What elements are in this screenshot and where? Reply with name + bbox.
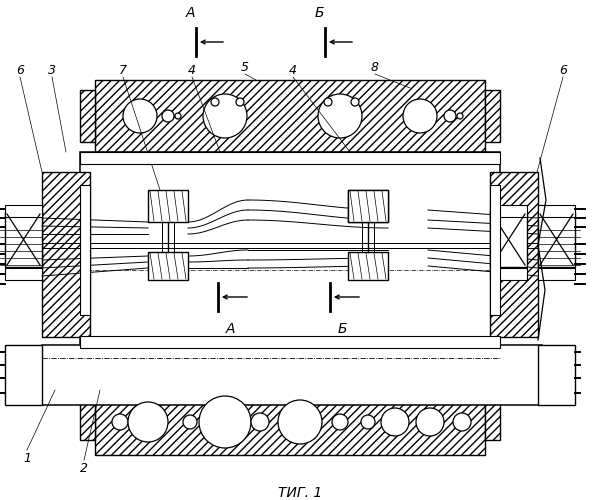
Text: 8: 8 xyxy=(371,61,379,74)
Circle shape xyxy=(351,98,359,106)
Circle shape xyxy=(453,413,471,431)
Bar xyxy=(348,190,388,222)
Bar xyxy=(80,336,500,348)
Bar xyxy=(42,172,90,337)
Circle shape xyxy=(457,113,463,119)
Bar xyxy=(42,345,542,405)
Circle shape xyxy=(236,98,244,106)
Bar xyxy=(485,390,500,440)
Text: 1: 1 xyxy=(23,452,31,465)
Bar xyxy=(348,252,388,280)
Bar xyxy=(538,212,575,267)
Bar xyxy=(538,345,575,405)
Bar xyxy=(95,80,485,152)
Circle shape xyxy=(199,396,251,448)
Bar xyxy=(80,390,95,440)
Circle shape xyxy=(403,99,437,133)
Text: Б: Б xyxy=(338,322,347,336)
Bar xyxy=(148,190,188,222)
Text: 6: 6 xyxy=(559,64,567,77)
Text: 6: 6 xyxy=(16,64,24,77)
Circle shape xyxy=(381,408,409,436)
Bar xyxy=(5,212,42,267)
Circle shape xyxy=(128,402,168,442)
Bar xyxy=(490,185,500,315)
Bar xyxy=(490,212,527,267)
Bar xyxy=(5,205,42,217)
Bar xyxy=(490,268,527,280)
Circle shape xyxy=(251,413,269,431)
Text: ΤИГ. 1: ΤИГ. 1 xyxy=(278,486,322,500)
Circle shape xyxy=(203,94,247,138)
Bar xyxy=(538,268,575,280)
Bar xyxy=(538,205,575,217)
Circle shape xyxy=(183,415,197,429)
Bar xyxy=(95,390,485,455)
Bar xyxy=(5,345,42,405)
Bar xyxy=(80,185,90,315)
Bar xyxy=(80,152,500,164)
Text: 7: 7 xyxy=(119,64,127,77)
Bar xyxy=(80,152,500,390)
Text: 4: 4 xyxy=(289,64,297,77)
Text: 2: 2 xyxy=(80,462,88,475)
Circle shape xyxy=(444,110,456,122)
Text: 4: 4 xyxy=(188,64,196,77)
Bar xyxy=(148,252,188,280)
Text: 3: 3 xyxy=(48,64,56,77)
Circle shape xyxy=(332,414,348,430)
Circle shape xyxy=(112,414,128,430)
Circle shape xyxy=(123,99,157,133)
Circle shape xyxy=(162,110,174,122)
Circle shape xyxy=(416,408,444,436)
Circle shape xyxy=(361,415,375,429)
Circle shape xyxy=(318,94,362,138)
Circle shape xyxy=(324,98,332,106)
Text: Б: Б xyxy=(314,6,324,20)
Bar xyxy=(348,190,388,222)
Circle shape xyxy=(211,98,219,106)
Bar xyxy=(5,268,42,280)
Text: 5: 5 xyxy=(241,61,249,74)
Text: А: А xyxy=(226,322,236,336)
Circle shape xyxy=(175,113,181,119)
Bar xyxy=(485,90,500,142)
Bar xyxy=(490,172,538,337)
Bar xyxy=(80,90,95,142)
Text: А: А xyxy=(185,6,195,20)
Circle shape xyxy=(278,400,322,444)
Bar xyxy=(490,205,527,217)
